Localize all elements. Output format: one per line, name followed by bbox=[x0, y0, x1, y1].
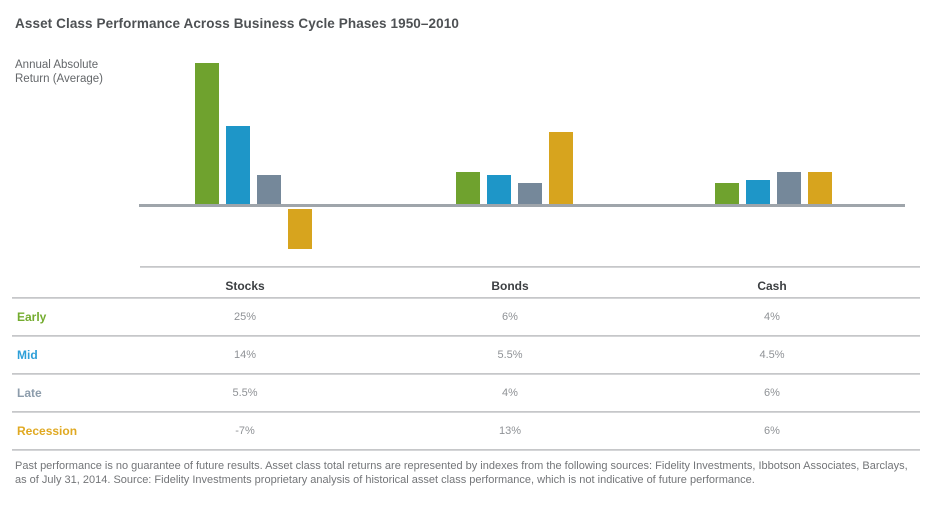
cell-mid-bonds: 5.5% bbox=[497, 349, 523, 361]
row-separator bbox=[12, 335, 920, 337]
row-separator bbox=[12, 297, 920, 299]
bar-early-bonds bbox=[456, 172, 480, 206]
bar-mid-bonds bbox=[487, 175, 511, 206]
cell-recession-cash: 6% bbox=[764, 425, 780, 437]
table-bottom-border bbox=[12, 449, 920, 451]
bar-recession-bonds bbox=[549, 132, 573, 206]
bar-early-stocks bbox=[195, 63, 219, 206]
bar-late-stocks bbox=[257, 175, 281, 206]
bar-mid-stocks bbox=[226, 126, 250, 206]
cell-early-stocks: 25% bbox=[233, 311, 257, 323]
cell-early-cash: 4% bbox=[764, 311, 780, 323]
cell-recession-bonds: 13% bbox=[498, 425, 522, 437]
y-axis-label: Annual Absolute Return (Average) bbox=[15, 58, 103, 86]
cell-late-stocks: 5.5% bbox=[232, 387, 258, 399]
chart-title: Asset Class Performance Across Business … bbox=[15, 16, 459, 31]
bar-recession-cash bbox=[808, 172, 832, 206]
bar-late-bonds bbox=[518, 183, 542, 206]
row-separator bbox=[12, 373, 920, 375]
bar-recession-stocks bbox=[288, 209, 312, 249]
table-top-border bbox=[140, 266, 920, 268]
bar-early-cash bbox=[715, 183, 739, 206]
column-header-stocks: Stocks bbox=[225, 279, 265, 293]
column-header-cash: Cash bbox=[757, 279, 787, 293]
cell-late-cash: 6% bbox=[764, 387, 780, 399]
y-axis-label-line1: Annual Absolute bbox=[15, 59, 99, 71]
row-label-mid: Mid bbox=[17, 348, 38, 362]
cell-late-bonds: 4% bbox=[502, 387, 518, 399]
row-label-late: Late bbox=[17, 386, 42, 400]
row-label-recession: Recession bbox=[17, 424, 78, 438]
cell-early-bonds: 6% bbox=[502, 311, 518, 323]
footnote-disclaimer: Past performance is no guarantee of futu… bbox=[15, 460, 908, 486]
bar-mid-cash bbox=[746, 180, 770, 206]
cell-recession-stocks: -7% bbox=[235, 425, 255, 437]
column-header-bonds: Bonds bbox=[491, 279, 529, 293]
cell-mid-stocks: 14% bbox=[233, 349, 257, 361]
x-axis-baseline bbox=[139, 204, 905, 207]
bar-late-cash bbox=[777, 172, 801, 206]
row-label-early: Early bbox=[17, 310, 47, 324]
cell-mid-cash: 4.5% bbox=[759, 349, 785, 361]
row-separator bbox=[12, 411, 920, 413]
y-axis-label-line2: Return (Average) bbox=[15, 73, 103, 85]
